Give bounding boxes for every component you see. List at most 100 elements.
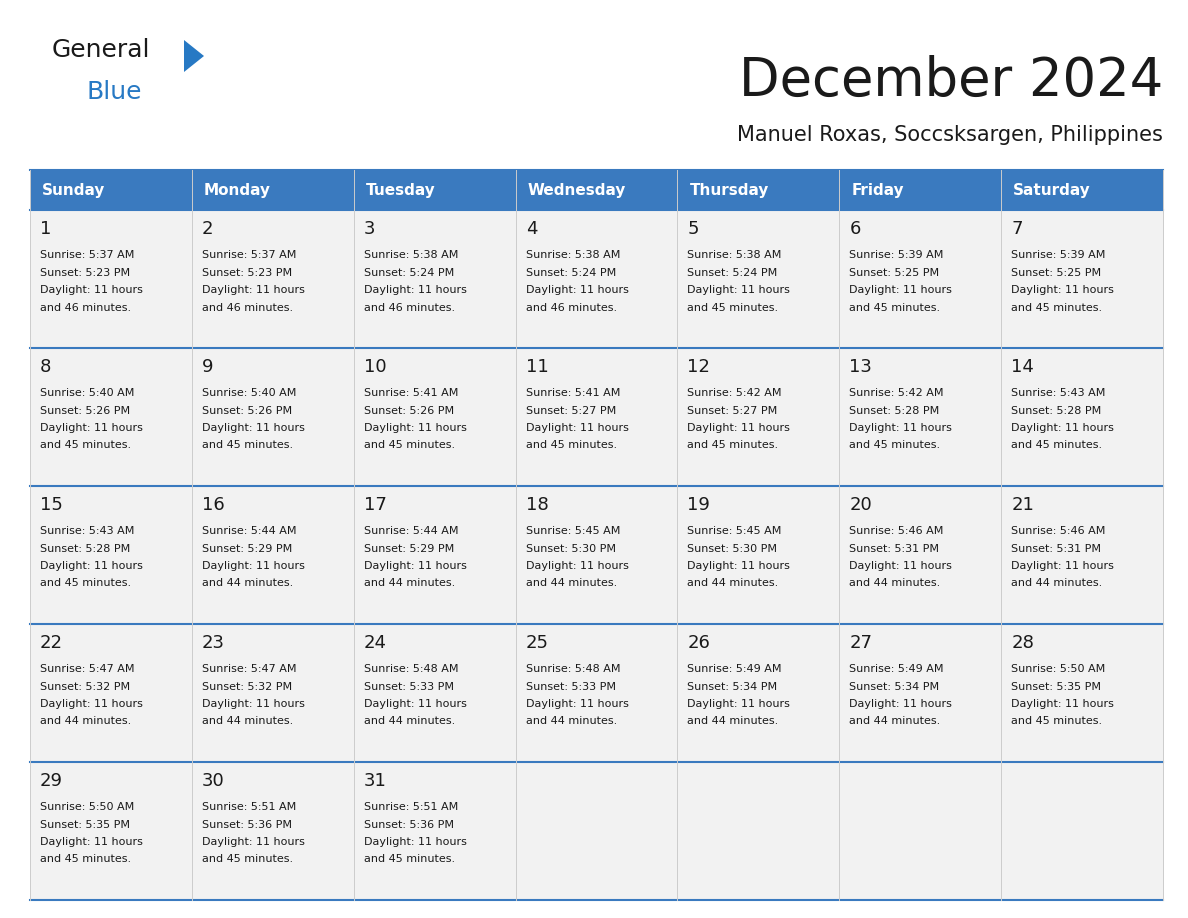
Text: 29: 29 <box>40 772 63 790</box>
Text: Sunrise: 5:39 AM: Sunrise: 5:39 AM <box>1011 250 1106 260</box>
Text: Daylight: 11 hours: Daylight: 11 hours <box>202 423 305 433</box>
Text: and 45 minutes.: and 45 minutes. <box>688 441 778 451</box>
Text: and 45 minutes.: and 45 minutes. <box>40 855 131 865</box>
Text: Sunset: 5:27 PM: Sunset: 5:27 PM <box>688 406 778 416</box>
Text: Sunrise: 5:38 AM: Sunrise: 5:38 AM <box>688 250 782 260</box>
Polygon shape <box>184 40 204 72</box>
Bar <box>30 486 1163 624</box>
Text: 26: 26 <box>688 634 710 652</box>
Text: 4: 4 <box>525 220 537 238</box>
Text: Sunrise: 5:38 AM: Sunrise: 5:38 AM <box>525 250 620 260</box>
Text: Daylight: 11 hours: Daylight: 11 hours <box>1011 561 1114 571</box>
Text: and 45 minutes.: and 45 minutes. <box>202 441 293 451</box>
Text: Sunrise: 5:47 AM: Sunrise: 5:47 AM <box>40 664 134 674</box>
Text: 6: 6 <box>849 220 860 238</box>
Text: Daylight: 11 hours: Daylight: 11 hours <box>364 699 467 709</box>
Text: Daylight: 11 hours: Daylight: 11 hours <box>40 699 143 709</box>
Text: 28: 28 <box>1011 634 1034 652</box>
Text: Sunrise: 5:47 AM: Sunrise: 5:47 AM <box>202 664 296 674</box>
Text: 23: 23 <box>202 634 225 652</box>
Text: 24: 24 <box>364 634 387 652</box>
Text: Daylight: 11 hours: Daylight: 11 hours <box>849 699 952 709</box>
Bar <box>30 348 1163 486</box>
Text: Daylight: 11 hours: Daylight: 11 hours <box>364 285 467 295</box>
Text: and 45 minutes.: and 45 minutes. <box>40 578 131 588</box>
Text: Sunrise: 5:49 AM: Sunrise: 5:49 AM <box>688 664 782 674</box>
Text: Daylight: 11 hours: Daylight: 11 hours <box>849 561 952 571</box>
Bar <box>30 762 1163 900</box>
Text: and 45 minutes.: and 45 minutes. <box>688 303 778 312</box>
Text: Sunrise: 5:51 AM: Sunrise: 5:51 AM <box>364 802 457 812</box>
Text: 31: 31 <box>364 772 386 790</box>
Text: Sunrise: 5:44 AM: Sunrise: 5:44 AM <box>364 526 459 536</box>
Text: Sunset: 5:29 PM: Sunset: 5:29 PM <box>202 543 292 554</box>
Text: 15: 15 <box>40 496 63 514</box>
Text: Daylight: 11 hours: Daylight: 11 hours <box>525 423 628 433</box>
Text: Daylight: 11 hours: Daylight: 11 hours <box>364 837 467 847</box>
Text: General: General <box>52 38 151 62</box>
Text: 30: 30 <box>202 772 225 790</box>
Text: Sunset: 5:36 PM: Sunset: 5:36 PM <box>364 820 454 830</box>
Text: Monday: Monday <box>204 183 271 197</box>
Text: Sunset: 5:28 PM: Sunset: 5:28 PM <box>40 543 131 554</box>
Text: and 46 minutes.: and 46 minutes. <box>202 303 293 312</box>
Text: Sunset: 5:27 PM: Sunset: 5:27 PM <box>525 406 615 416</box>
Text: Sunset: 5:31 PM: Sunset: 5:31 PM <box>1011 543 1101 554</box>
Text: 22: 22 <box>40 634 63 652</box>
Text: Daylight: 11 hours: Daylight: 11 hours <box>688 423 790 433</box>
Text: and 44 minutes.: and 44 minutes. <box>849 717 941 726</box>
Text: 9: 9 <box>202 358 214 376</box>
Text: Wednesday: Wednesday <box>527 183 626 197</box>
Text: 25: 25 <box>525 634 549 652</box>
Text: and 44 minutes.: and 44 minutes. <box>202 717 293 726</box>
Text: and 46 minutes.: and 46 minutes. <box>364 303 455 312</box>
Text: and 45 minutes.: and 45 minutes. <box>1011 441 1102 451</box>
Text: Daylight: 11 hours: Daylight: 11 hours <box>40 285 143 295</box>
Text: Daylight: 11 hours: Daylight: 11 hours <box>849 285 952 295</box>
Text: and 45 minutes.: and 45 minutes. <box>525 441 617 451</box>
Text: Sunset: 5:35 PM: Sunset: 5:35 PM <box>40 820 129 830</box>
Text: 8: 8 <box>40 358 51 376</box>
Text: Sunset: 5:36 PM: Sunset: 5:36 PM <box>202 820 292 830</box>
Text: and 45 minutes.: and 45 minutes. <box>40 441 131 451</box>
Text: and 45 minutes.: and 45 minutes. <box>1011 303 1102 312</box>
Text: Sunset: 5:26 PM: Sunset: 5:26 PM <box>40 406 131 416</box>
Text: Friday: Friday <box>852 183 904 197</box>
Text: and 46 minutes.: and 46 minutes. <box>525 303 617 312</box>
Text: and 45 minutes.: and 45 minutes. <box>202 855 293 865</box>
Text: 20: 20 <box>849 496 872 514</box>
Text: Daylight: 11 hours: Daylight: 11 hours <box>525 285 628 295</box>
Text: and 45 minutes.: and 45 minutes. <box>364 441 455 451</box>
Text: 13: 13 <box>849 358 872 376</box>
Text: Sunrise: 5:40 AM: Sunrise: 5:40 AM <box>202 388 296 398</box>
Text: Saturday: Saturday <box>1013 183 1091 197</box>
Text: Sunset: 5:24 PM: Sunset: 5:24 PM <box>364 267 454 277</box>
Text: Daylight: 11 hours: Daylight: 11 hours <box>1011 699 1114 709</box>
Text: and 44 minutes.: and 44 minutes. <box>688 717 778 726</box>
Text: Sunrise: 5:38 AM: Sunrise: 5:38 AM <box>364 250 459 260</box>
Text: December 2024: December 2024 <box>739 55 1163 107</box>
Text: and 44 minutes.: and 44 minutes. <box>849 578 941 588</box>
Text: Sunset: 5:32 PM: Sunset: 5:32 PM <box>202 681 292 691</box>
Text: and 45 minutes.: and 45 minutes. <box>364 855 455 865</box>
Text: Daylight: 11 hours: Daylight: 11 hours <box>688 561 790 571</box>
Text: and 45 minutes.: and 45 minutes. <box>1011 717 1102 726</box>
Text: and 46 minutes.: and 46 minutes. <box>40 303 131 312</box>
Text: 2: 2 <box>202 220 214 238</box>
Text: Sunset: 5:30 PM: Sunset: 5:30 PM <box>688 543 777 554</box>
Text: 11: 11 <box>525 358 549 376</box>
Text: 7: 7 <box>1011 220 1023 238</box>
Text: Sunset: 5:28 PM: Sunset: 5:28 PM <box>1011 406 1101 416</box>
Text: Sunrise: 5:51 AM: Sunrise: 5:51 AM <box>202 802 296 812</box>
Text: Sunrise: 5:41 AM: Sunrise: 5:41 AM <box>525 388 620 398</box>
Text: 27: 27 <box>849 634 872 652</box>
Text: Sunset: 5:24 PM: Sunset: 5:24 PM <box>525 267 615 277</box>
Text: 12: 12 <box>688 358 710 376</box>
Text: and 44 minutes.: and 44 minutes. <box>364 578 455 588</box>
Text: 1: 1 <box>40 220 51 238</box>
Text: Sunrise: 5:46 AM: Sunrise: 5:46 AM <box>1011 526 1106 536</box>
Bar <box>30 624 1163 762</box>
Text: Sunset: 5:31 PM: Sunset: 5:31 PM <box>849 543 940 554</box>
Text: Blue: Blue <box>87 80 143 104</box>
Text: Daylight: 11 hours: Daylight: 11 hours <box>525 561 628 571</box>
